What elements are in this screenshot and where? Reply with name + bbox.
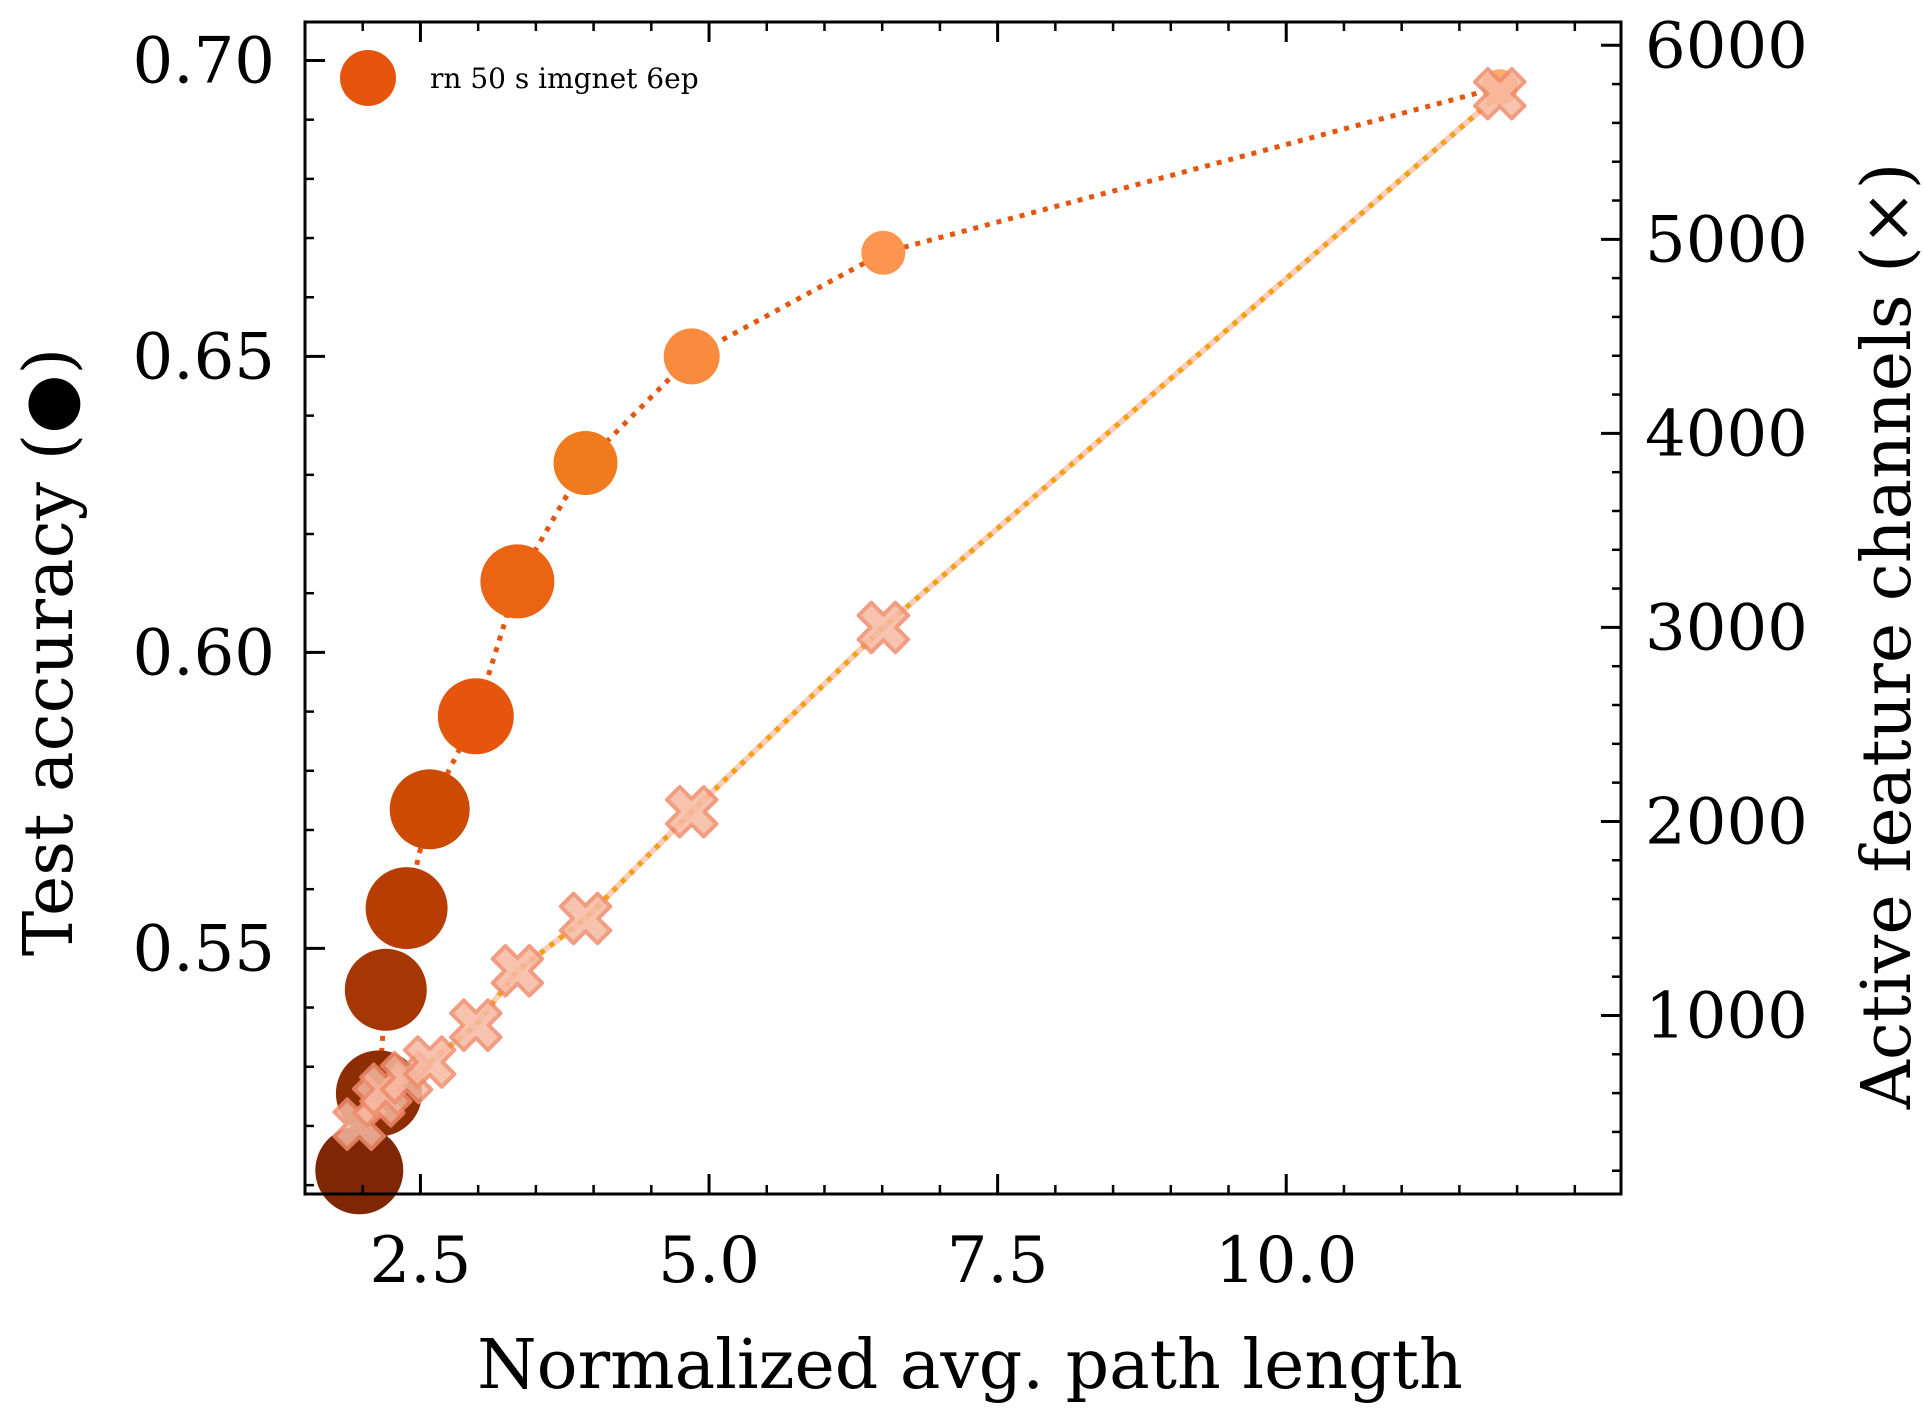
x-tick-label: 7.5 (947, 1224, 1049, 1298)
accuracy-point (365, 867, 448, 950)
y2-tick-label: 5000 (1645, 203, 1808, 277)
channels-point (856, 600, 911, 655)
accuracy-point (553, 431, 618, 495)
chart-marks (315, 67, 1527, 1215)
y2-tick-label: 6000 (1645, 9, 1808, 83)
channels-point (1473, 67, 1527, 121)
accuracy-point (480, 544, 555, 619)
channels-point (665, 785, 719, 839)
channels-point (402, 1035, 457, 1089)
y2-tick-label: 1000 (1645, 979, 1808, 1053)
y-tick-label: 0.55 (133, 912, 276, 986)
accuracy-point (861, 230, 906, 275)
legend: rn 50 s imgnet 6ep (340, 50, 699, 106)
accuracy-line (356, 84, 1501, 1171)
channels-point (449, 998, 503, 1052)
accuracy-point (663, 328, 720, 385)
y2-tick-label: 3000 (1645, 591, 1808, 665)
y2-tick-label: 2000 (1645, 785, 1808, 859)
channels-point (558, 891, 613, 946)
accuracy-point (389, 769, 470, 850)
legend-marker (340, 50, 396, 106)
channels-point (490, 944, 545, 998)
y2-tick-label: 4000 (1645, 397, 1808, 471)
x-axis-title: Normalized avg. path length (477, 1326, 1463, 1405)
x-tick-label: 10.0 (1215, 1224, 1358, 1298)
chart-lines (356, 84, 1502, 1171)
y-tick-label: 0.65 (133, 320, 276, 394)
accuracy-point (344, 948, 427, 1031)
x-tick-label: 5.0 (658, 1224, 760, 1298)
legend-label: rn 50 s imgnet 6ep (430, 62, 699, 95)
plot-frame (303, 20, 1623, 1196)
y-tick-label: 0.60 (133, 616, 276, 690)
x-tick-label: 2.5 (370, 1224, 472, 1298)
y2-axis-title: Active feature channels (×) (1848, 163, 1924, 1111)
y-tick-label: 0.70 (133, 24, 276, 98)
accuracy-point (437, 678, 514, 755)
accuracy-point (315, 1126, 404, 1215)
chart-axes: 2.5 5.0 7.5 10.0 0.55 0.60 0.65 0.70 1000 2000 300… (133, 9, 1808, 1298)
y-axis-title: Test accuracy (●) (10, 348, 89, 956)
